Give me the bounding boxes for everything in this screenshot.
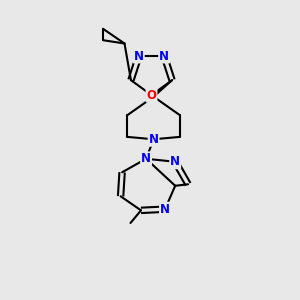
Text: O: O	[146, 88, 157, 102]
Text: N: N	[141, 152, 151, 165]
Text: N: N	[159, 50, 169, 62]
Text: N: N	[170, 155, 180, 168]
Text: N: N	[134, 50, 144, 62]
Text: N: N	[160, 203, 170, 216]
Text: N: N	[148, 133, 159, 146]
